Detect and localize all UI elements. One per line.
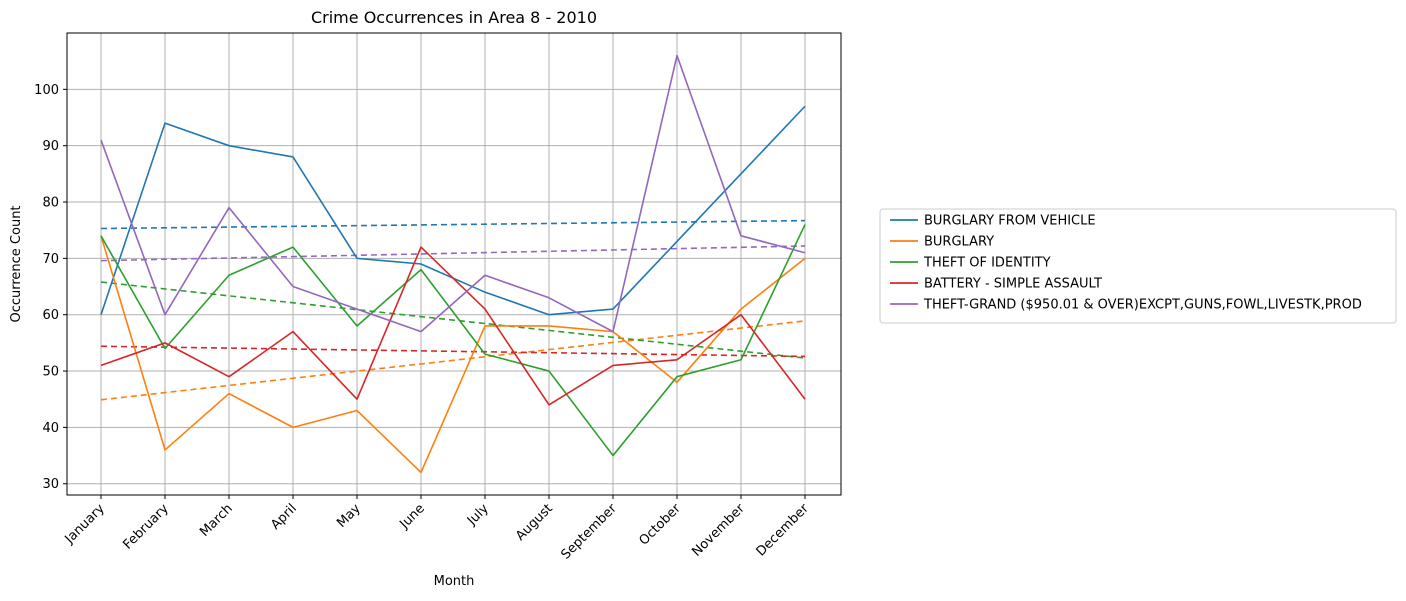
legend-entry: BURGLARY FROM VEHICLE xyxy=(924,214,1096,229)
plot-frame xyxy=(66,32,842,496)
x-tick-label: June xyxy=(396,501,427,532)
y-tick-label: 30 xyxy=(42,477,59,492)
x-tick-label: January xyxy=(62,501,108,547)
x-tick-label: February xyxy=(120,501,172,553)
series-line xyxy=(100,54,806,333)
x-tick-label: November xyxy=(689,501,748,560)
y-tick-label: 40 xyxy=(42,421,59,436)
x-tick-label: October xyxy=(636,501,684,549)
x-tick-label: September xyxy=(558,501,620,563)
y-axis-label: Occurrence Count xyxy=(9,205,24,322)
y-tick-label: 100 xyxy=(34,83,59,98)
legend: BURGLARY FROM VEHICLE BURGLARY THEFT OF ID… xyxy=(879,208,1397,324)
x-axis-label: Month xyxy=(434,574,475,589)
trend-line xyxy=(100,320,806,401)
trend-line xyxy=(100,245,806,262)
x-tick-label: July xyxy=(464,501,492,529)
series-line xyxy=(100,246,806,406)
trend-lines xyxy=(100,219,806,401)
trend-line xyxy=(100,345,806,358)
x-tick-label: August xyxy=(513,501,556,544)
legend-entry: THEFT-GRAND ($950.01 & OVER)EXCPT,GUNS,F… xyxy=(923,298,1362,313)
trend-line xyxy=(100,281,806,359)
series-lines xyxy=(100,54,806,474)
series-line xyxy=(100,105,806,316)
y-tick-label: 70 xyxy=(42,252,59,267)
series-line xyxy=(100,224,806,457)
trend-line xyxy=(100,219,806,230)
y-tick-label: 90 xyxy=(42,139,59,154)
legend-entry: THEFT OF IDENTITY xyxy=(923,256,1051,271)
y-tick-label: 50 xyxy=(42,365,59,380)
x-tick-label: March xyxy=(197,501,236,540)
x-tick-label: May xyxy=(334,501,364,531)
chart-title: Crime Occurrences in Area 8 - 2010 xyxy=(311,8,597,27)
y-tick-label: 60 xyxy=(42,308,59,323)
legend-entry: BURGLARY xyxy=(924,235,994,250)
grid-lines xyxy=(67,33,841,495)
x-tick-label: April xyxy=(268,501,300,533)
legend-box xyxy=(879,208,1397,324)
legend-entry: BATTERY - SIMPLE ASSAULT xyxy=(924,277,1102,292)
y-tick-label: 80 xyxy=(42,196,59,211)
x-tick-label: December xyxy=(754,501,813,560)
series-line xyxy=(100,235,806,474)
